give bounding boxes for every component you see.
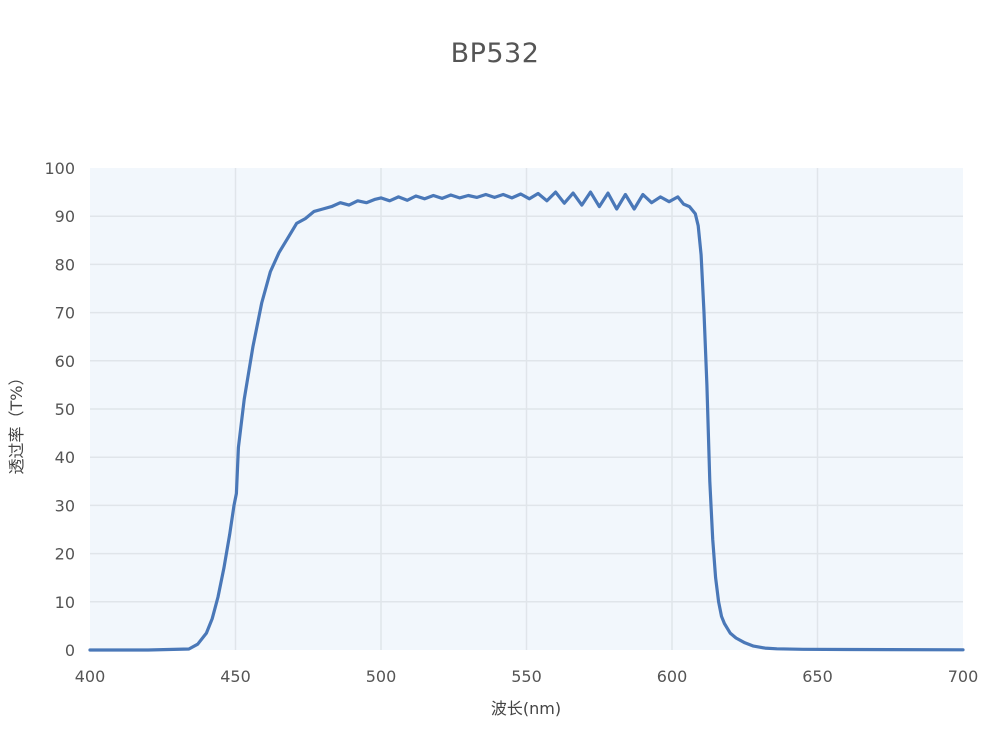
x-tick-label: 450 [220, 667, 251, 686]
y-tick-label: 50 [55, 400, 75, 419]
x-tick-label: 600 [657, 667, 688, 686]
y-tick-label: 30 [55, 496, 75, 515]
x-axis-label: 波长(nm) [491, 699, 561, 718]
y-tick-label: 100 [44, 159, 75, 178]
y-tick-label: 0 [65, 641, 75, 660]
x-axis-ticks: 400 450 500 550 600 650 700 [75, 667, 979, 686]
x-tick-label: 400 [75, 667, 106, 686]
x-tick-label: 650 [802, 667, 833, 686]
y-tick-label: 60 [55, 352, 75, 371]
x-tick-label: 500 [366, 667, 397, 686]
y-tick-label: 90 [55, 207, 75, 226]
transmission-curve [88, 190, 965, 652]
x-tick-label: 550 [511, 667, 542, 686]
x-tick-label: 700 [948, 667, 979, 686]
y-tick-label: 40 [55, 448, 75, 467]
y-axis-ticks: 0 10 20 30 40 50 60 70 80 90 100 [44, 159, 75, 660]
chart-title: BP532 [450, 38, 540, 69]
y-tick-label: 80 [55, 255, 75, 274]
y-axis-label: 透过率（T%） [7, 370, 26, 475]
y-tick-label: 10 [55, 593, 75, 612]
y-tick-label: 20 [55, 545, 75, 564]
y-tick-label: 70 [55, 304, 75, 323]
grid-lines [90, 168, 963, 650]
